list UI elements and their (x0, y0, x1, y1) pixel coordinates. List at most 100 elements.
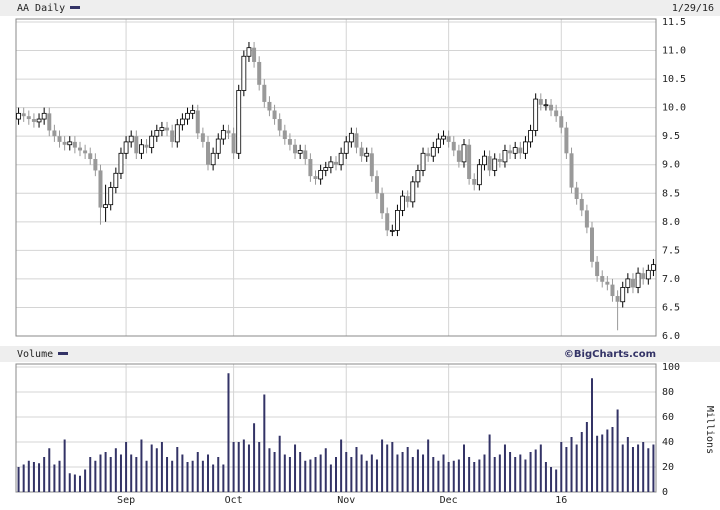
volume-bar (191, 460, 194, 492)
candle-body (241, 55, 247, 91)
candle-body (400, 195, 405, 211)
volume-bar (48, 448, 51, 492)
candle-body (543, 104, 549, 107)
candle-body (308, 159, 313, 177)
candle-body (31, 119, 36, 122)
volume-bar (176, 447, 179, 492)
candle-body (456, 150, 461, 162)
volume-bar (606, 429, 609, 492)
candle-body (354, 133, 359, 148)
volume-bar (509, 452, 512, 492)
volume-bar (565, 447, 568, 492)
candle-body (389, 229, 395, 232)
volume-bar (550, 467, 553, 492)
candle-body (113, 172, 119, 188)
volume-bar (427, 439, 430, 492)
candle-body (139, 144, 144, 154)
candle-body (533, 98, 539, 131)
volume-bar (140, 439, 143, 492)
candle-body (88, 153, 93, 160)
candle-body (149, 135, 155, 149)
volume-bar (370, 454, 373, 492)
volume-bar (575, 444, 578, 492)
candle-body (559, 116, 564, 128)
volume-bar (416, 449, 419, 492)
volume-bar (534, 449, 537, 492)
candle-body (134, 136, 139, 154)
y-tick-label: 10.5 (662, 74, 686, 85)
volume-bar (631, 447, 634, 492)
volume-bar (58, 460, 61, 492)
candle-body (364, 152, 370, 157)
y-tick-label: 7.5 (662, 245, 680, 256)
candle-body (297, 150, 303, 154)
volume-bar (452, 460, 455, 492)
volume-bar (201, 460, 204, 492)
candle-body (118, 152, 124, 174)
candle-body (605, 281, 610, 285)
candle-body (144, 144, 149, 148)
volume-bar (483, 454, 486, 492)
candle-body (446, 136, 451, 142)
volume-bar (253, 423, 256, 492)
volume-bar (560, 442, 563, 492)
candle-body (430, 147, 436, 157)
volume-bar (468, 457, 471, 492)
volume-bar (288, 457, 291, 492)
candle-body (343, 141, 349, 154)
candle-body (93, 159, 98, 171)
candle-body (385, 213, 390, 231)
credit: ©BigCharts.com (564, 349, 656, 360)
volume-bar (304, 460, 307, 492)
candle-body (179, 118, 185, 126)
candle-body (348, 132, 354, 143)
candle-body (564, 127, 569, 154)
y-tick-label: 40 (662, 437, 674, 448)
candle-body (41, 112, 47, 120)
y-tick-label: 20 (662, 462, 674, 473)
volume-bar (160, 442, 163, 492)
volume-bar (242, 439, 245, 492)
volume-bar (263, 394, 266, 492)
candle-body (262, 84, 267, 102)
y-tick-label: 10.0 (662, 103, 686, 114)
volume-bar (544, 462, 547, 492)
y-axis-label: Millions (704, 406, 715, 454)
candle-body (369, 153, 374, 177)
x-tick-label: Nov (337, 495, 355, 506)
volume-header (0, 346, 720, 362)
volume-bar (442, 454, 445, 492)
candle-body (159, 127, 165, 131)
y-tick-label: 6.0 (662, 331, 680, 342)
candle-body (410, 181, 416, 203)
volume-bar (319, 454, 322, 492)
volume-bar (99, 454, 102, 492)
volume-bar (621, 444, 624, 492)
candle-body (420, 152, 426, 171)
candle-body (451, 141, 456, 151)
candle-body (272, 110, 277, 120)
volume-bar (186, 462, 189, 492)
candle-body (476, 164, 482, 186)
candle-body (359, 147, 364, 157)
y-tick-label: 11.5 (662, 17, 686, 28)
volume-bar (437, 460, 440, 492)
candle-body (246, 47, 252, 57)
candle-body (523, 141, 528, 154)
chart-title: AA Daily (17, 3, 65, 14)
volume-bar (335, 457, 337, 492)
volume-bar (73, 474, 76, 492)
volume-bar (268, 448, 271, 492)
volume-bar (207, 454, 209, 492)
candle-body (374, 176, 379, 194)
candle-body (323, 167, 329, 171)
volume-bar (473, 462, 476, 492)
volume-bar (396, 454, 399, 492)
candle-body (220, 130, 226, 140)
candle-body (441, 135, 446, 140)
legend-swatch (70, 6, 80, 9)
candle-body (36, 118, 42, 123)
candle-body (538, 99, 543, 105)
volume-bar (135, 457, 138, 492)
volume-bar (68, 473, 71, 492)
